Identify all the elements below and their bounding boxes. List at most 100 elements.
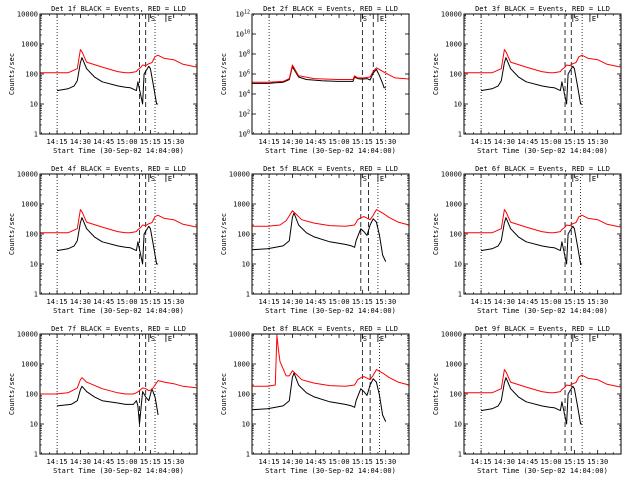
y-axis-label: Counts/sec <box>432 373 440 415</box>
plot-frame <box>251 13 410 135</box>
x-tick-label: 14:30 <box>494 298 515 306</box>
panel-title: Det 2f BLACK = Events, RED = LLD <box>263 5 398 13</box>
x-tick-label: 15:15 <box>564 458 585 466</box>
plot-frame <box>39 13 198 135</box>
event-marker-label-E: E <box>380 335 384 343</box>
x-tick-label: 14:30 <box>70 458 91 466</box>
x-tick-label: 14:45 <box>93 458 114 466</box>
x-tick-label: 14:15 <box>259 298 280 306</box>
series-line-events <box>481 377 583 425</box>
x-tick-label: 14:45 <box>93 298 114 306</box>
series-line-events <box>251 372 387 422</box>
x-tick-label: 15:15 <box>352 138 373 146</box>
event-marker-label-E: E <box>592 15 596 23</box>
event-marker-label-E: E <box>380 15 384 23</box>
panel-title: Det 8f BLACK = Events, RED = LLD <box>263 325 398 333</box>
panel-title: Det 3f BLACK = Events, RED = LLD <box>475 5 610 13</box>
plot-frame <box>39 173 198 295</box>
series-line-lld <box>252 334 410 387</box>
plot-frame <box>39 333 198 455</box>
x-tick-label: 15:00 <box>117 138 138 146</box>
y-tick-label: 10000 <box>17 331 38 339</box>
y-axis-label: Counts/sec <box>220 373 228 415</box>
x-tick-label: 14:30 <box>282 458 303 466</box>
series-line-lld <box>252 64 410 83</box>
x-tick-label: 15:00 <box>541 138 562 146</box>
x-tick-label: 14:45 <box>305 458 326 466</box>
x-tick-label: 15:30 <box>587 138 608 146</box>
x-tick-label: 15:00 <box>117 458 138 466</box>
x-tick-label: 14:30 <box>494 458 515 466</box>
detector-panel-4: Det 4f BLACK = Events, RED = LLD 1 10 100 10… <box>8 165 198 315</box>
y-tick-label: 1000 <box>21 361 38 369</box>
x-tick-label: 14:30 <box>494 138 515 146</box>
x-tick-label: 15:00 <box>117 298 138 306</box>
y-tick-label: 100 <box>237 231 250 239</box>
y-tick-label: 1012 <box>236 10 250 19</box>
x-tick-label: 15:15 <box>140 138 161 146</box>
detector-panel-1: Det 1f BLACK = Events, RED = LLD 1 10 100 10… <box>8 5 198 155</box>
y-tick-label: 10 <box>454 421 462 429</box>
y-tick-label: 10 <box>454 101 462 109</box>
y-tick-label: 100 <box>449 71 462 79</box>
x-tick-label: 15:00 <box>329 138 350 146</box>
y-tick-label: 1000 <box>233 201 250 209</box>
y-axis-label: Counts/sec <box>220 53 228 95</box>
x-tick-label: 14:15 <box>471 138 492 146</box>
x-tick-label: 14:15 <box>471 298 492 306</box>
series-line-events <box>57 385 159 425</box>
detector-panel-9: Det 9f BLACK = Events, RED = LLD 1 10 100 10… <box>432 325 622 475</box>
y-tick-label: 108 <box>239 50 250 59</box>
y-tick-label: 100 <box>25 391 38 399</box>
x-axis-label: Start Time (30-Sep-02 14:04:00) <box>477 307 608 315</box>
y-tick-label: 100 <box>449 231 462 239</box>
x-tick-label: 14:45 <box>517 138 538 146</box>
y-tick-label: 1 <box>34 291 38 299</box>
series-line-lld <box>464 209 622 234</box>
y-tick-label: 1 <box>458 451 462 459</box>
y-tick-label: 10000 <box>229 171 250 179</box>
x-tick-label: 14:30 <box>282 138 303 146</box>
y-tick-label: 1 <box>246 451 250 459</box>
y-tick-label: 10 <box>30 421 38 429</box>
y-tick-label: 1 <box>34 131 38 139</box>
x-tick-label: 15:30 <box>163 298 184 306</box>
x-tick-label: 14:45 <box>517 298 538 306</box>
series-line-events <box>251 212 387 262</box>
x-tick-label: 14:15 <box>47 298 68 306</box>
x-tick-label: 14:15 <box>47 458 68 466</box>
event-marker-label-S: S <box>363 15 367 23</box>
x-axis-label: Start Time (30-Sep-02 14:04:00) <box>53 307 184 315</box>
x-axis-label: Start Time (30-Sep-02 14:04:00) <box>265 307 396 315</box>
event-marker-label-E: E <box>592 335 596 343</box>
x-tick-label: 15:15 <box>564 138 585 146</box>
y-tick-label: 10 <box>30 261 38 269</box>
x-tick-label: 15:30 <box>587 458 608 466</box>
panel-title: Det 7f BLACK = Events, RED = LLD <box>51 325 186 333</box>
panel-title: Det 1f BLACK = Events, RED = LLD <box>51 5 186 13</box>
detector-panel-2: Det 2f BLACK = Events, RED = LLD 100 102 10… <box>220 5 410 155</box>
detector-panel-3: Det 3f BLACK = Events, RED = LLD 1 10 100 10… <box>432 5 622 155</box>
y-tick-label: 100 <box>237 391 250 399</box>
detector-panel-6: Det 6f BLACK = Events, RED = LLD 1 10 100 10… <box>432 165 622 315</box>
x-tick-label: 15:30 <box>375 298 396 306</box>
y-tick-label: 10000 <box>17 171 38 179</box>
y-tick-label: 10 <box>242 421 250 429</box>
event-marker-label-E: E <box>168 335 172 343</box>
y-tick-label: 1000 <box>233 361 250 369</box>
y-tick-label: 100 <box>25 231 38 239</box>
y-axis-label: Counts/sec <box>432 53 440 95</box>
series-line-lld <box>40 49 198 74</box>
y-tick-label: 100 <box>449 391 462 399</box>
y-axis-label: Counts/sec <box>432 213 440 255</box>
x-tick-label: 15:15 <box>564 298 585 306</box>
y-tick-label: 100 <box>25 71 38 79</box>
x-axis-label: Start Time (30-Sep-02 14:04:00) <box>477 467 608 475</box>
x-tick-label: 14:45 <box>305 298 326 306</box>
x-axis-label: Start Time (30-Sep-02 14:04:00) <box>53 467 184 475</box>
x-tick-label: 14:30 <box>70 298 91 306</box>
panel-title: Det 4f BLACK = Events, RED = LLD <box>51 165 186 173</box>
x-axis-label: Start Time (30-Sep-02 14:04:00) <box>477 147 608 155</box>
series-line-lld <box>40 209 198 234</box>
